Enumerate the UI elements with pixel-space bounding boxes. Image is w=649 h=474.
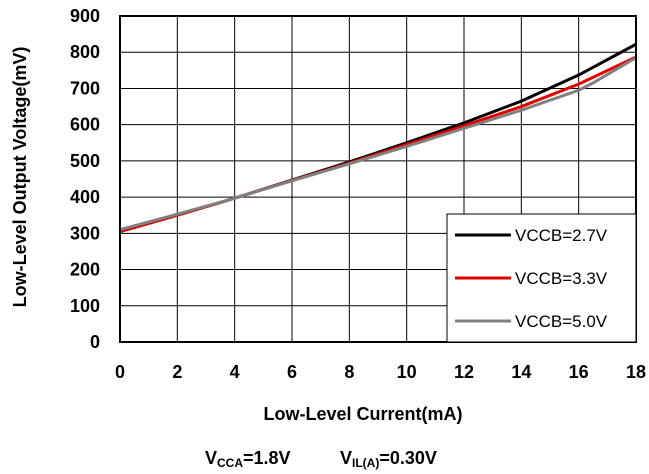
legend: VCCB=2.7V VCCB=3.3V VCCB=5.0V [446,213,637,343]
test-condition: VCCA=1.8V [205,448,291,470]
legend-label: VCCB=2.7V [515,226,608,245]
series-line [119,42,637,233]
x-tick-label: 4 [230,362,240,382]
legend-label: VCCB=5.0V [515,312,608,331]
x-tick-label: 0 [115,362,125,382]
y-tick-label: 500 [70,151,100,171]
y-tick-label: 800 [70,42,100,62]
x-tick-label: 2 [172,362,182,382]
x-tick-label: 6 [287,362,297,382]
y-tick-label: 700 [70,78,100,98]
y-tick-label: 300 [70,223,100,243]
y-tick-label: 100 [70,296,100,316]
plot-frame [119,15,637,343]
legend-label: VCCB=3.3V [515,269,608,288]
x-tick-label: 14 [511,362,531,382]
x-axis-title: Low-Level Current(mA) [263,404,462,424]
y-tick-label: 400 [70,187,100,207]
x-tick-label: 12 [454,362,474,382]
y-axis-title: Low-Level Output Voltage(mV) [10,47,30,308]
test-conditions: VCCA=1.8V VIL(A)=0.30V [205,448,437,470]
series-lines [119,42,637,233]
x-tick-label: 10 [397,362,417,382]
x-tick-label: 18 [626,362,646,382]
x-tick-labels: 0 2 4 6 8 10 12 14 16 18 [115,362,646,382]
test-condition: VIL(A)=0.30V [340,448,437,470]
y-tick-label: 600 [70,115,100,135]
x-tick-label: 8 [344,362,354,382]
y-tick-label: 0 [90,332,100,352]
x-tick-label: 16 [569,362,589,382]
y-tick-label: 900 [70,6,100,26]
y-tick-labels: 0 100 200 300 400 500 600 700 800 900 [70,6,100,352]
series-line [119,56,637,232]
y-tick-label: 200 [70,260,100,280]
